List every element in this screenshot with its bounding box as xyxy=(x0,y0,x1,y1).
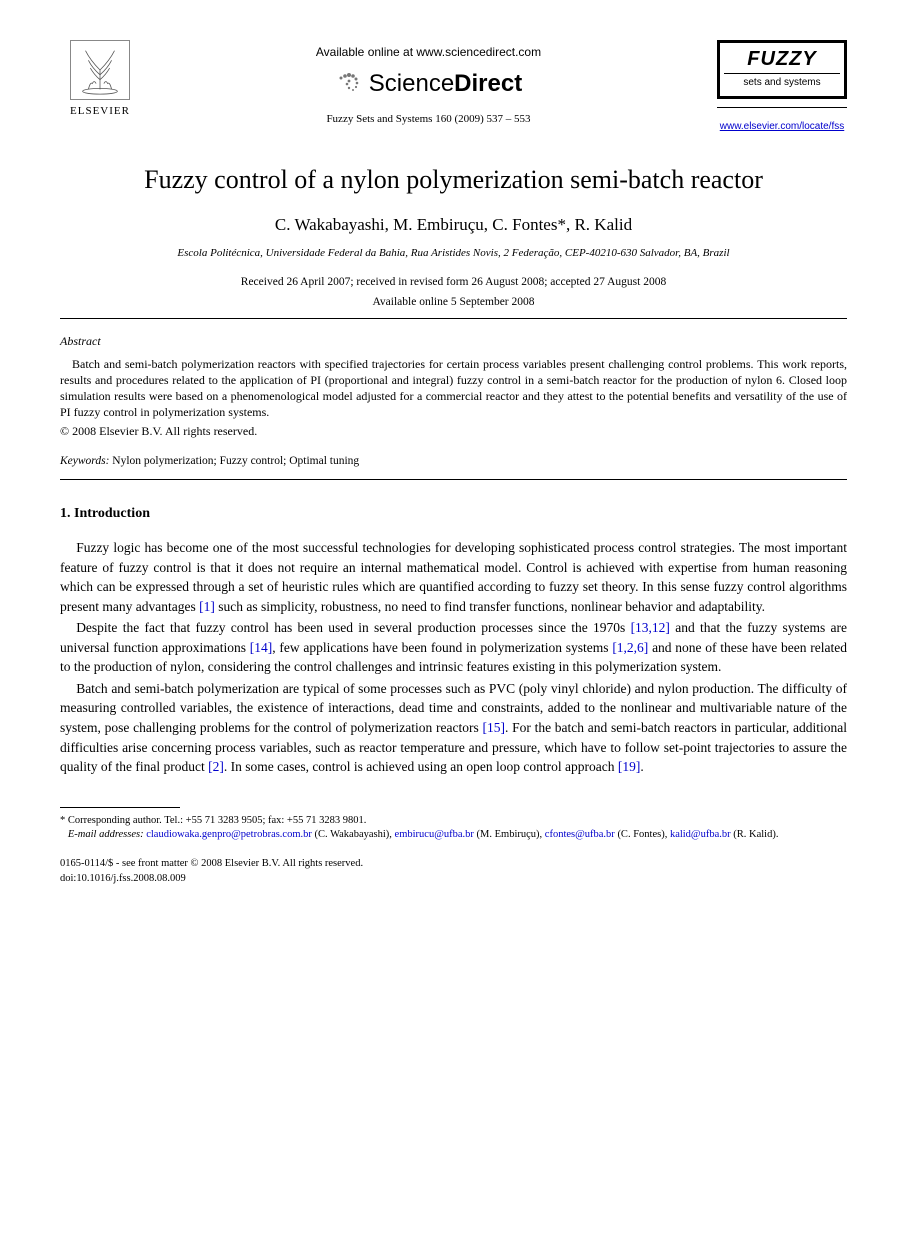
authors-line: C. Wakabayashi, M. Embiruçu, C. Fontes*,… xyxy=(60,213,847,237)
center-header: Available online at www.sciencedirect.co… xyxy=(140,40,717,128)
intro-paragraph-1: Fuzzy logic has become one of the most s… xyxy=(60,538,847,616)
available-online-text: Available online at www.sciencedirect.co… xyxy=(140,44,717,61)
elsevier-tree-icon xyxy=(70,40,130,100)
citation-link[interactable]: [13,12] xyxy=(631,620,670,635)
sciencedirect-logo: ScienceDirect xyxy=(140,67,717,101)
citation-link[interactable]: [14] xyxy=(250,640,273,655)
sciencedirect-swirl-icon xyxy=(335,70,363,98)
citation-link[interactable]: [15] xyxy=(482,720,505,735)
rule-above-abstract xyxy=(60,318,847,319)
keywords-text: Nylon polymerization; Fuzzy control; Opt… xyxy=(109,455,359,467)
doi-line: doi:10.1016/j.fss.2008.08.009 xyxy=(60,872,847,887)
footnote-rule xyxy=(60,807,180,808)
email-author-name: (M. Embiruçu), xyxy=(474,829,542,840)
header-row: ELSEVIER Available online at www.science… xyxy=(60,40,847,134)
abstract-copyright: © 2008 Elsevier B.V. All rights reserved… xyxy=(60,423,847,440)
citation-link[interactable]: [2] xyxy=(208,759,224,774)
email-link[interactable]: cfontes@ufba.br xyxy=(542,829,615,840)
email-link[interactable]: claudiowaka.genpro@petrobras.com.br xyxy=(146,829,312,840)
citation-link[interactable]: [1] xyxy=(199,599,215,614)
p1-text-b: such as simplicity, robustness, no need … xyxy=(215,599,765,614)
email-author-name: (C. Wakabayashi), xyxy=(312,829,392,840)
email-footnote: E-mail addresses: claudiowaka.genpro@pet… xyxy=(60,828,847,843)
rule-below-keywords xyxy=(60,479,847,480)
sciencedirect-text: ScienceDirect xyxy=(369,67,522,101)
email-link[interactable]: kalid@ufba.br xyxy=(667,829,730,840)
email-link[interactable]: embirucu@ufba.br xyxy=(392,829,474,840)
email-author-name: (R. Kalid). xyxy=(731,829,779,840)
journal-homepage-link[interactable]: www.elsevier.com/locate/fss xyxy=(720,121,845,132)
affiliation-line: Escola Politécnica, Universidade Federal… xyxy=(60,246,847,261)
journal-logo-block: FUZZY sets and systems www.elsevier.com/… xyxy=(717,40,847,134)
fuzzy-logo-title: FUZZY xyxy=(724,49,840,69)
received-dates: Received 26 April 2007; received in revi… xyxy=(60,274,847,290)
p3-text-c: . In some cases, control is achieved usi… xyxy=(224,759,618,774)
email-author-name: (C. Fontes), xyxy=(615,829,668,840)
fuzzy-logo-box: FUZZY sets and systems xyxy=(717,40,847,99)
email-label: E-mail addresses: xyxy=(68,829,144,840)
paper-title: Fuzzy control of a nylon polymerization … xyxy=(60,162,847,198)
intro-paragraph-3: Batch and semi-batch polymerization are … xyxy=(60,679,847,777)
keywords-label: Keywords: xyxy=(60,455,109,467)
abstract-label: Abstract xyxy=(60,333,847,350)
p3-text-d: . xyxy=(640,759,643,774)
journal-reference: Fuzzy Sets and Systems 160 (2009) 537 – … xyxy=(140,112,717,127)
elsevier-label: ELSEVIER xyxy=(60,104,140,119)
section-1-heading: 1. Introduction xyxy=(60,504,847,524)
issn-copyright-line: 0165-0114/$ - see front matter © 2008 El… xyxy=(60,857,847,872)
corresponding-author-footnote: * Corresponding author. Tel.: +55 71 328… xyxy=(60,814,847,829)
sd-part1: Science xyxy=(369,70,454,97)
intro-paragraph-2: Despite the fact that fuzzy control has … xyxy=(60,618,847,677)
citation-link[interactable]: [19] xyxy=(618,759,641,774)
p2-text-c: , few applications have been found in po… xyxy=(272,640,612,655)
fuzzy-logo-subtitle: sets and systems xyxy=(724,73,840,90)
abstract-text: Batch and semi-batch polymerization reac… xyxy=(60,356,847,421)
elsevier-logo-block: ELSEVIER xyxy=(60,40,140,119)
p2-text-a: Despite the fact that fuzzy control has … xyxy=(76,620,630,635)
available-online-date: Available online 5 September 2008 xyxy=(60,294,847,310)
sd-part2: Direct xyxy=(454,70,522,97)
keywords-line: Keywords: Nylon polymerization; Fuzzy co… xyxy=(60,453,847,469)
citation-link[interactable]: [1,2,6] xyxy=(612,640,648,655)
logo-rule xyxy=(717,107,847,108)
